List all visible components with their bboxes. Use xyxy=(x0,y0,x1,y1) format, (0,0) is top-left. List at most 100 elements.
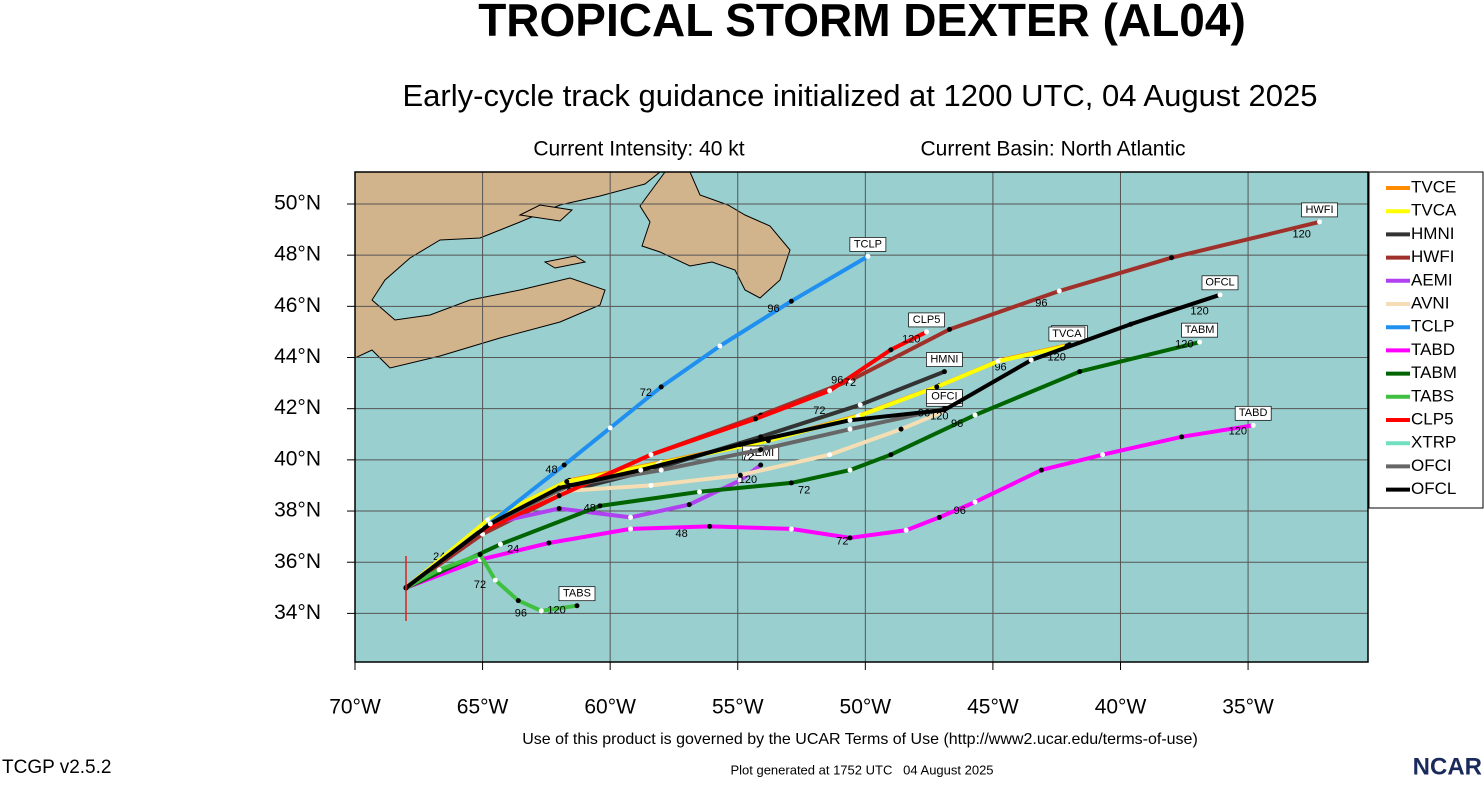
forecast-hour-label: 120 xyxy=(1229,426,1247,438)
track-label-box xyxy=(1201,275,1239,291)
track-point xyxy=(941,369,947,375)
track-label-box xyxy=(558,586,596,602)
track-label: HWFI xyxy=(1305,204,1333,216)
y-tick-label: 50°N xyxy=(274,192,321,215)
forecast-hour-label: 96 xyxy=(1035,298,1047,310)
forecast-hour-label: 24 xyxy=(507,543,519,555)
track-point xyxy=(995,358,1001,364)
y-tick-label: 46°N xyxy=(274,294,321,317)
generated-note: Plot generated at 1752 UTC 04 August 202… xyxy=(730,762,993,777)
y-tick-label: 40°N xyxy=(274,447,321,470)
y-tick-label: 36°N xyxy=(274,550,321,573)
track-point xyxy=(847,426,853,432)
forecast-hour-label: 96 xyxy=(951,418,963,430)
legend-label: CLP5 xyxy=(1411,409,1454,428)
forecast-hour-label: 96 xyxy=(994,362,1006,374)
track-point xyxy=(638,467,644,473)
track-point xyxy=(515,598,521,604)
track-point xyxy=(1317,219,1323,225)
track-point xyxy=(947,326,953,332)
track-point xyxy=(1179,434,1185,440)
track-point xyxy=(1217,292,1223,298)
legend-label: XTRP xyxy=(1411,433,1456,452)
track-label-box xyxy=(849,237,887,252)
x-tick-label: 60°W xyxy=(584,696,636,719)
track-point xyxy=(574,603,580,609)
track-label: CLP5 xyxy=(913,314,941,326)
x-tick-label: 35°W xyxy=(1222,696,1274,719)
x-tick-label: 70°W xyxy=(329,696,381,719)
track-point xyxy=(758,447,764,453)
track-point xyxy=(847,467,853,473)
track-label-box xyxy=(908,312,945,328)
legend-label: HMNI xyxy=(1411,224,1454,243)
mainland xyxy=(354,171,662,369)
track-point xyxy=(1169,255,1175,261)
forecast-hour-label: 120 xyxy=(739,474,757,486)
forecast-hour-label: 72 xyxy=(813,405,825,417)
forecast-hour-label: 120 xyxy=(1190,305,1208,317)
forecast-hour-label: 48 xyxy=(545,464,557,476)
track-point xyxy=(597,503,603,509)
track-line xyxy=(404,254,869,590)
y-tick-label: 34°N xyxy=(274,601,321,624)
track-line xyxy=(405,423,1254,590)
track-point xyxy=(607,425,613,431)
pei xyxy=(543,255,587,269)
forecast-hour-label: 120 xyxy=(547,605,565,617)
track-line xyxy=(404,292,1221,590)
track-point xyxy=(1038,467,1044,473)
track-point xyxy=(737,477,743,483)
legend-label: TABM xyxy=(1411,363,1457,382)
track-label: TCLP xyxy=(854,238,882,250)
intensity-note: Current Intensity: 40 kt xyxy=(533,138,744,161)
track-point xyxy=(941,407,947,413)
track-point xyxy=(538,608,544,614)
track-point xyxy=(696,489,702,495)
track-point xyxy=(924,329,930,335)
track-point xyxy=(737,472,743,478)
forecast-hour-label: 120 xyxy=(1175,339,1193,351)
track-point xyxy=(497,541,503,547)
track-point xyxy=(477,552,483,558)
track-point xyxy=(737,442,743,448)
forecast-hour-label: 96 xyxy=(767,303,779,315)
legend-label: HWFI xyxy=(1411,247,1454,266)
track-point xyxy=(436,567,442,573)
plot-frame xyxy=(354,171,1369,663)
x-tick-label: 45°W xyxy=(967,696,1019,719)
legend-label: TVCE xyxy=(1411,177,1456,196)
track-label: TABM xyxy=(1185,324,1215,336)
track-point xyxy=(556,493,562,499)
track-label: OFCI xyxy=(931,391,957,403)
terms-note: Use of this product is governed by the U… xyxy=(522,731,1198,748)
forecast-hour-label: 96 xyxy=(954,505,966,517)
forecast-hour-label: 72 xyxy=(474,579,486,591)
anticosti xyxy=(518,204,574,222)
forecast-hour-label: 120 xyxy=(930,410,948,422)
logo: NCAR xyxy=(1413,753,1482,780)
track-point xyxy=(648,482,654,488)
track-line xyxy=(404,330,928,590)
track-point xyxy=(546,540,552,546)
forecast-hour-label: 120 xyxy=(902,334,920,346)
track-point xyxy=(857,402,863,408)
track-point xyxy=(658,384,664,390)
track-point xyxy=(788,526,794,532)
x-tick-label: 40°W xyxy=(1095,696,1147,719)
track-point xyxy=(903,527,909,533)
track-label-box xyxy=(1181,322,1218,338)
y-tick-label: 48°N xyxy=(274,243,321,266)
track-point xyxy=(658,467,664,473)
legend-box xyxy=(1368,171,1484,509)
track-label-box xyxy=(1301,202,1338,218)
y-tick-label: 44°N xyxy=(274,345,321,368)
track-label-box xyxy=(1048,326,1086,342)
track-point xyxy=(934,384,940,390)
track-point xyxy=(847,417,853,423)
track-point xyxy=(972,412,978,418)
track-label: HMNI xyxy=(930,353,958,365)
forecast-hour-label: 96 xyxy=(831,374,843,386)
forecast-hour-label: 48 xyxy=(675,528,687,540)
